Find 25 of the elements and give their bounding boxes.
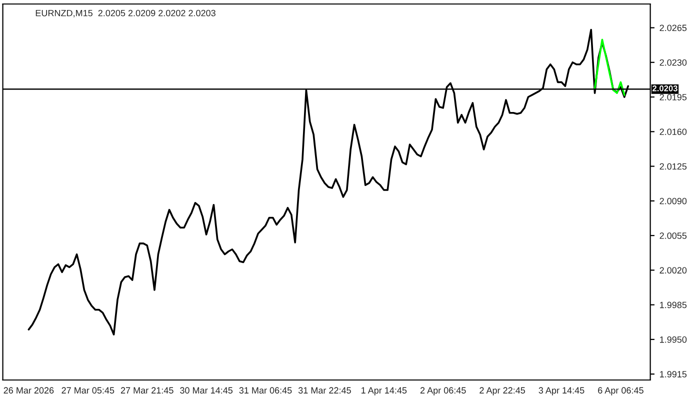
y-tick-label: 2.0090 [660,198,687,204]
y-tick-label: 2.0055 [660,232,687,239]
x-tick-label: 31 Mar 06:45 [239,387,292,394]
line-series [594,38,626,96]
y-tick-label: 2.0230 [660,59,687,66]
y-tick-label: 2.0195 [660,94,687,100]
x-tick-label: 2 Apr 06:45 [420,387,466,396]
y-tick-label: 2.0265 [660,24,687,32]
ref-line-label: 2.0203 [652,85,678,92]
y-tick-label: 2.0160 [660,128,687,135]
y-tick-label: 1.9985 [660,302,687,308]
x-tick-label: 6 Apr 06:45 [598,387,644,396]
y-tick-label: 1.9950 [660,336,687,343]
x-tick-label: 1 Apr 14:45 [362,387,407,396]
text: EURNZD,M15 2.0205 2.0209 2.0202 2.0203 [36,10,216,18]
x-tick-label: 2 Apr 22:45 [480,387,526,396]
y-tick-label: 2.0125 [660,163,687,170]
y-tick-label: 1.9915 [660,371,687,378]
x-tick-label: 27 Mar 21:45 [120,387,174,394]
x-tick-label: 31 Mar 22:45 [298,387,351,394]
x-tick-label: 30 Mar 14:45 [180,387,233,394]
x-tick-label: 3 Apr 14:45 [538,387,584,396]
x-tick-label: 27 Mar 05:45 [62,387,114,394]
x-tick-label: 26 Mar 2026 [4,387,54,394]
y-tick-label: 2.0020 [660,267,687,274]
